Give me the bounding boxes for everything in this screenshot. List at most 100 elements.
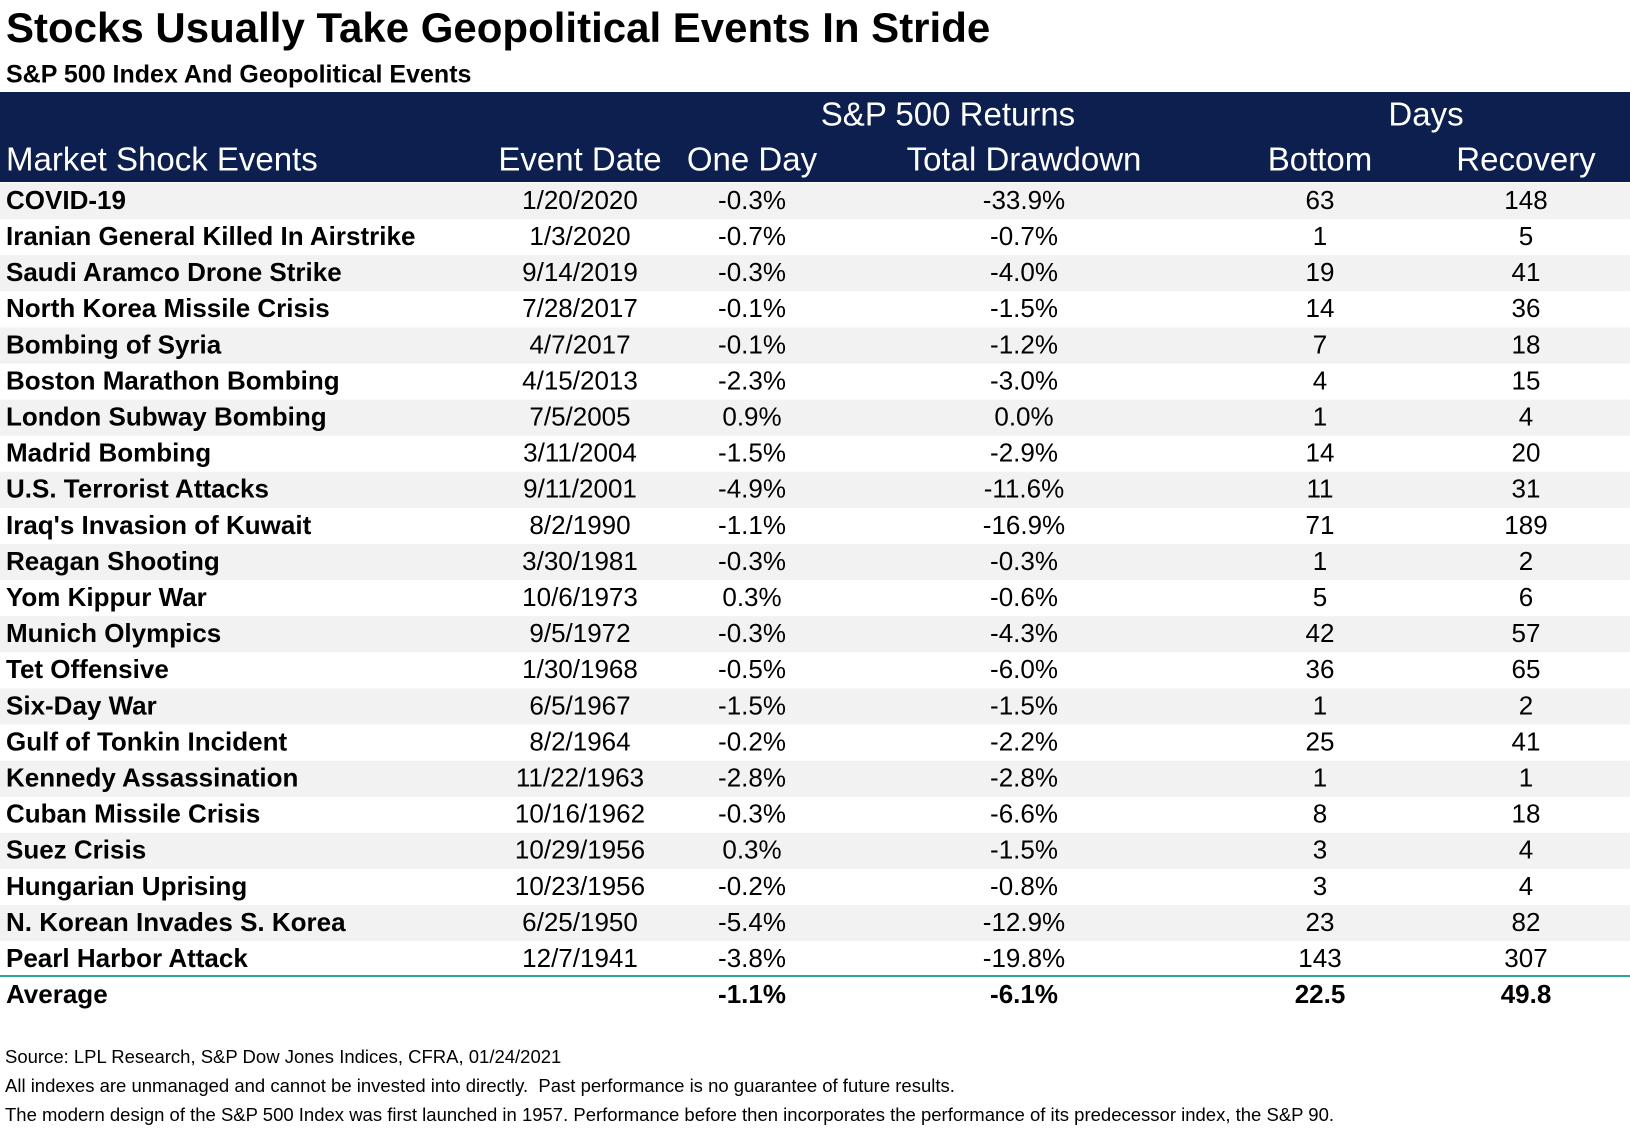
cell: 10/23/1956: [515, 871, 645, 901]
average-cell: -1.1%: [718, 979, 786, 1009]
cell: 23: [1306, 907, 1335, 937]
cell: 14: [1306, 438, 1335, 468]
average-cell: -6.1%: [990, 979, 1058, 1009]
column-header: One Day: [687, 141, 818, 178]
cell: 0.0%: [994, 402, 1053, 432]
event-name: Six-Day War: [6, 690, 157, 720]
cell: -1.5%: [718, 438, 786, 468]
cell: 4: [1519, 402, 1533, 432]
cell: -0.3%: [718, 257, 786, 287]
footnote: The modern design of the S&P 500 Index w…: [5, 1104, 1334, 1125]
event-name: Cuban Missile Crisis: [6, 799, 260, 829]
cell: 9/5/1972: [529, 618, 630, 648]
cell: -1.5%: [990, 293, 1058, 323]
cell: -16.9%: [983, 510, 1065, 540]
cell: 19: [1306, 257, 1335, 287]
cell: 4/15/2013: [522, 365, 638, 395]
cell: 148: [1504, 185, 1547, 215]
cell: 11: [1307, 474, 1334, 504]
cell: 11/22/1963: [516, 763, 644, 793]
row-band: [0, 688, 1630, 725]
group-header: S&P 500 Returns: [821, 96, 1075, 133]
group-header: Days: [1388, 96, 1463, 133]
cell: 57: [1512, 618, 1541, 648]
cell: 3: [1313, 835, 1327, 865]
cell: 7/28/2017: [522, 293, 638, 323]
cell: 41: [1512, 257, 1541, 287]
footnote: Source: LPL Research, S&P Dow Jones Indi…: [5, 1046, 561, 1067]
cell: -1.5%: [718, 690, 786, 720]
cell: 3: [1313, 871, 1327, 901]
cell: -0.1%: [718, 329, 786, 359]
event-name: COVID-19: [6, 185, 126, 215]
cell: -2.8%: [718, 763, 786, 793]
event-name: Yom Kippur War: [6, 582, 207, 612]
cell: -4.0%: [990, 257, 1058, 287]
cell: 12/7/1941: [522, 943, 638, 973]
event-name: Saudi Aramco Drone Strike: [6, 257, 342, 287]
cell: 1: [1313, 763, 1327, 793]
cell: 82: [1512, 907, 1541, 937]
cell: -19.8%: [983, 943, 1065, 973]
cell: 9/14/2019: [522, 257, 638, 287]
event-name: Tet Offensive: [6, 654, 169, 684]
average-cell: 22.5: [1295, 979, 1346, 1009]
average-cell: 49.8: [1501, 979, 1552, 1009]
cell: 8/2/1990: [529, 510, 630, 540]
cell: 15: [1512, 365, 1541, 395]
cell: 63: [1306, 185, 1335, 215]
event-name: N. Korean Invades S. Korea: [6, 907, 346, 937]
cell: -1.5%: [990, 835, 1058, 865]
cell: -0.3%: [990, 546, 1058, 576]
header-band: [0, 92, 1630, 182]
cell: -0.7%: [990, 221, 1058, 251]
cell: -0.2%: [718, 726, 786, 756]
cell: 8/2/1964: [529, 726, 630, 756]
cell: 143: [1298, 943, 1341, 973]
cell: 4: [1313, 365, 1327, 395]
cell: 1: [1313, 221, 1327, 251]
cell: -0.3%: [718, 546, 786, 576]
cell: -11.6%: [984, 474, 1064, 504]
cell: 42: [1306, 618, 1335, 648]
cell: -0.6%: [990, 582, 1058, 612]
cell: 4: [1519, 871, 1533, 901]
cell: -0.7%: [718, 221, 786, 251]
cell: 6/25/1950: [522, 907, 638, 937]
cell: 7/5/2005: [529, 402, 630, 432]
cell: 1: [1519, 763, 1533, 793]
cell: -0.2%: [718, 871, 786, 901]
cell: 4/7/2017: [529, 329, 630, 359]
cell: -2.9%: [990, 438, 1058, 468]
cell: -6.6%: [990, 799, 1058, 829]
row-band: [0, 905, 1630, 942]
cell: -4.3%: [990, 618, 1058, 648]
cell: 18: [1512, 799, 1541, 829]
cell: 25: [1306, 726, 1335, 756]
row-band: [0, 544, 1630, 581]
cell: -0.3%: [718, 618, 786, 648]
cell: 1/30/1968: [522, 654, 638, 684]
event-name: U.S. Terrorist Attacks: [6, 474, 269, 504]
cell: 10/6/1973: [522, 582, 638, 612]
cell: -0.3%: [718, 185, 786, 215]
cell: -3.0%: [990, 365, 1058, 395]
subtitle: S&P 500 Index And Geopolitical Events: [6, 61, 471, 89]
event-name: Boston Marathon Bombing: [6, 365, 340, 395]
event-name: Hungarian Uprising: [6, 871, 247, 901]
cell: 0.3%: [722, 582, 781, 612]
event-name: Iraq's Invasion of Kuwait: [6, 510, 312, 540]
column-header: Recovery: [1456, 141, 1596, 178]
cell: 2: [1519, 546, 1533, 576]
cell: 1: [1313, 690, 1327, 720]
cell: 36: [1512, 293, 1541, 323]
event-name: North Korea Missile Crisis: [6, 293, 330, 323]
cell: 5: [1313, 582, 1327, 612]
event-name: Munich Olympics: [6, 618, 221, 648]
cell: -33.9%: [983, 185, 1065, 215]
cell: 1/3/2020: [529, 221, 630, 251]
row-band: [0, 183, 1630, 220]
row-band: [0, 832, 1630, 869]
cell: 0.3%: [722, 835, 781, 865]
